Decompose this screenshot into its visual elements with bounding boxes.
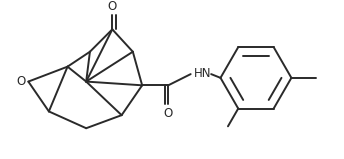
Text: O: O bbox=[108, 0, 117, 14]
Text: O: O bbox=[16, 75, 25, 88]
Text: O: O bbox=[164, 107, 173, 120]
Text: HN: HN bbox=[193, 67, 211, 80]
